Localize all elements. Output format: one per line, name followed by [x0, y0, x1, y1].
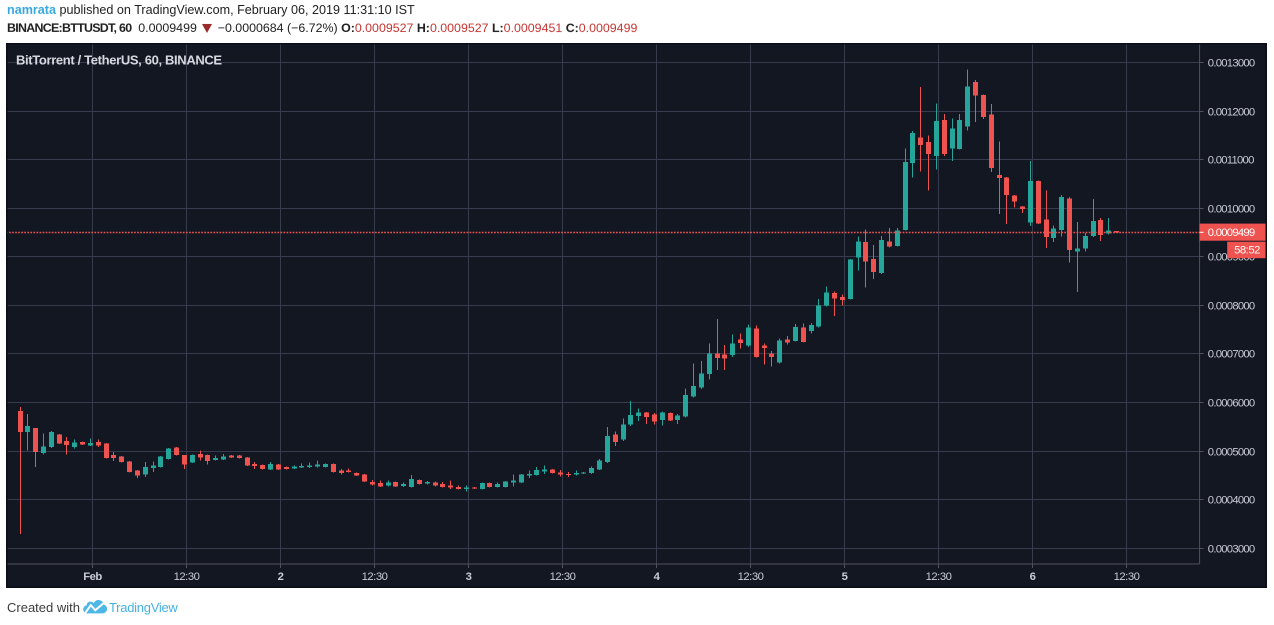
svg-text:0.0005000: 0.0005000 — [1208, 446, 1255, 458]
svg-text:BitTorrent / TetherUS, 60, BIN: BitTorrent / TetherUS, 60, BINANCE — [16, 53, 222, 68]
svg-text:0.0009499: 0.0009499 — [1208, 227, 1255, 239]
svg-text:0.0010000: 0.0010000 — [1208, 203, 1255, 215]
svg-text:12:30: 12:30 — [926, 571, 952, 583]
svg-text:5: 5 — [842, 571, 848, 583]
svg-text:Feb: Feb — [83, 571, 102, 583]
svg-text:0.0012000: 0.0012000 — [1208, 106, 1255, 118]
svg-text:58:52: 58:52 — [1234, 244, 1260, 256]
svg-text:3: 3 — [466, 571, 472, 583]
svg-text:12:30: 12:30 — [738, 571, 764, 583]
svg-text:2: 2 — [278, 571, 284, 583]
svg-text:0.0013000: 0.0013000 — [1208, 57, 1255, 69]
svg-text:12:30: 12:30 — [362, 571, 388, 583]
svg-text:6: 6 — [1030, 571, 1036, 583]
svg-text:12:30: 12:30 — [550, 571, 576, 583]
svg-text:0.0011000: 0.0011000 — [1208, 154, 1254, 166]
svg-text:12:30: 12:30 — [174, 571, 200, 583]
svg-text:0.0004000: 0.0004000 — [1208, 494, 1255, 506]
svg-text:0.0003000: 0.0003000 — [1208, 543, 1255, 555]
svg-text:12:30: 12:30 — [1114, 571, 1140, 583]
svg-text:0.0008000: 0.0008000 — [1208, 300, 1255, 312]
svg-text:0.0007000: 0.0007000 — [1208, 348, 1255, 360]
svg-text:4: 4 — [654, 571, 661, 583]
svg-text:0.0006000: 0.0006000 — [1208, 397, 1255, 409]
